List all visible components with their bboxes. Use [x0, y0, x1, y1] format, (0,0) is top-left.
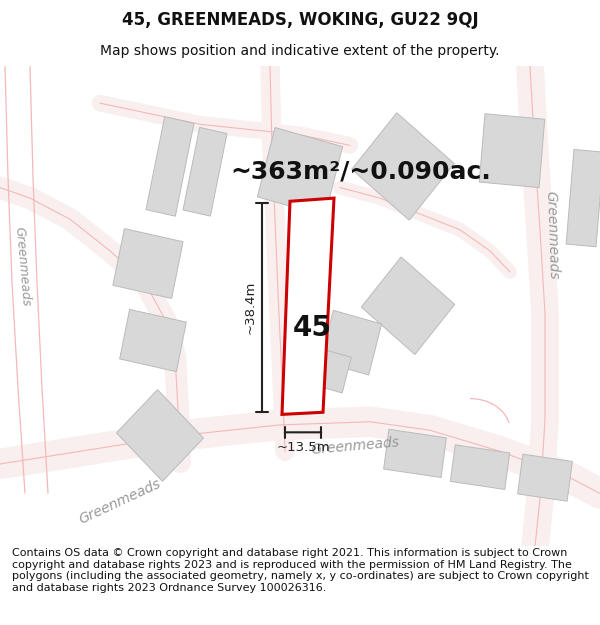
- Polygon shape: [116, 389, 203, 481]
- Polygon shape: [113, 229, 183, 299]
- Text: 45, GREENMEADS, WOKING, GU22 9QJ: 45, GREENMEADS, WOKING, GU22 9QJ: [122, 11, 478, 29]
- Polygon shape: [361, 257, 455, 354]
- Polygon shape: [451, 445, 509, 489]
- Polygon shape: [119, 309, 187, 372]
- Text: ~38.4m: ~38.4m: [244, 281, 257, 334]
- Text: Contains OS data © Crown copyright and database right 2021. This information is : Contains OS data © Crown copyright and d…: [12, 548, 589, 593]
- Polygon shape: [183, 127, 227, 216]
- Polygon shape: [320, 311, 382, 375]
- Polygon shape: [299, 345, 351, 393]
- Text: ~13.5m: ~13.5m: [276, 441, 330, 454]
- Polygon shape: [566, 149, 600, 247]
- Polygon shape: [257, 127, 343, 216]
- Text: Greenmeads: Greenmeads: [544, 191, 560, 279]
- Polygon shape: [383, 429, 446, 478]
- Text: Greenmeads: Greenmeads: [77, 477, 163, 527]
- Text: ~363m²/~0.090ac.: ~363m²/~0.090ac.: [230, 160, 491, 184]
- Text: 45: 45: [293, 314, 332, 342]
- Text: Map shows position and indicative extent of the property.: Map shows position and indicative extent…: [100, 44, 500, 58]
- Text: Greenmeads: Greenmeads: [12, 226, 32, 307]
- Text: Greenmeads: Greenmeads: [310, 435, 400, 457]
- Polygon shape: [518, 454, 572, 501]
- Polygon shape: [282, 198, 334, 414]
- Polygon shape: [146, 117, 194, 216]
- Polygon shape: [479, 114, 545, 188]
- Polygon shape: [352, 112, 454, 220]
